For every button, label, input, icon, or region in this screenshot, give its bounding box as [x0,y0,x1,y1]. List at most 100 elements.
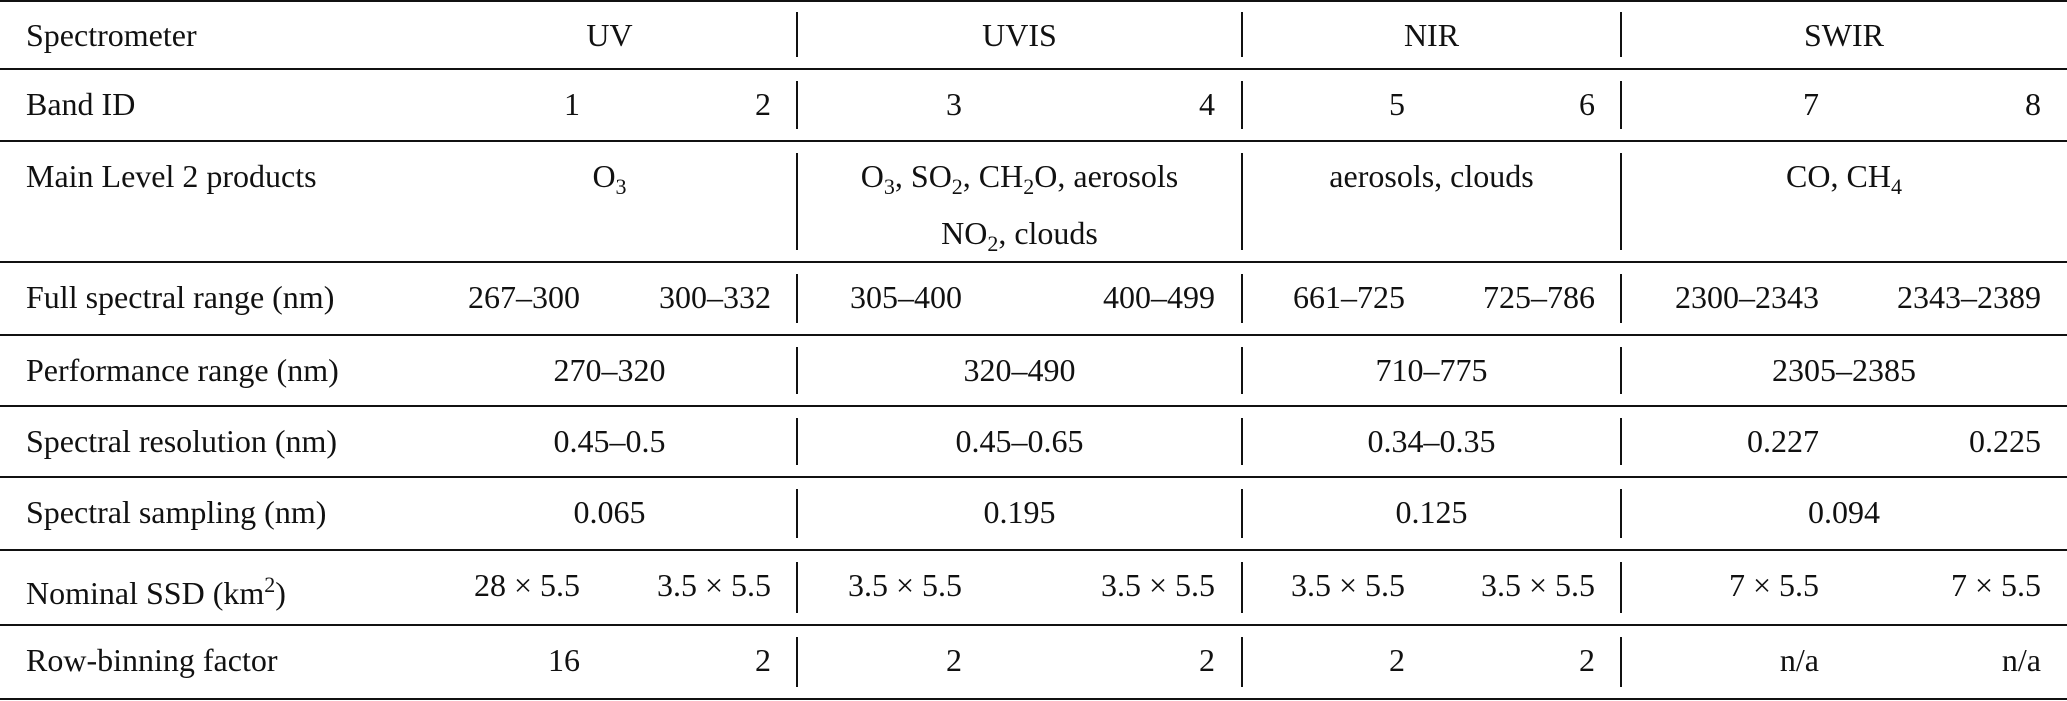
separator [796,562,798,613]
subscript: 2 [987,231,999,256]
separator [1620,347,1622,394]
cell-line: UV [422,12,797,58]
rule [0,549,2067,551]
cell-line: 305–400 [797,274,962,320]
cell-line: 2300–2343 [1621,274,1819,320]
text: ) [275,575,286,611]
text: 1 [564,86,580,122]
cell-value: 3.5 × 5.5 [1405,562,1595,608]
cell-value: 2 [580,81,771,127]
text: 4 [1199,86,1215,122]
cell-line: 4 [962,81,1215,127]
text: O, aerosols [1034,158,1179,194]
cell-line: 5 [1242,81,1405,127]
cell-value: 8 [1819,81,2041,127]
cell-line: 0.45–0.65 [797,418,1242,464]
cell-value: 270–320 [422,347,797,393]
separator [1620,81,1622,129]
text: CO, CH [1786,158,1891,194]
row-label: Spectral resolution (nm) [26,418,337,464]
cell-value: 2 [580,637,771,683]
separator [1241,274,1243,323]
row-label: Row-binning factor [26,637,278,683]
text: 5 [1389,86,1405,122]
cell-line: UVIS [797,12,1242,58]
separator [1620,274,1622,323]
text: 0.45–0.5 [553,423,666,459]
cell-line: 710–775 [1242,347,1621,393]
text: 0.45–0.65 [955,423,1084,459]
text: 2305–2385 [1772,352,1916,388]
text: 2300–2343 [1675,279,1819,315]
text: n/a [2001,642,2041,678]
subscript: 2 [1023,174,1035,199]
separator [796,12,798,57]
text: 3.5 × 5.5 [1480,567,1595,603]
rule [0,698,2067,700]
text: Main Level 2 products [26,158,317,194]
text: UV [586,17,633,53]
cell-line: 16 [422,637,580,683]
cell-line: CO, CH4 [1621,153,2067,210]
cell-line: 0.225 [1819,418,2041,464]
text: 661–725 [1293,279,1405,315]
cell-value: 2 [1242,637,1405,683]
row-label: Main Level 2 products [26,153,317,199]
rule [0,624,2067,626]
cell-value: 7 × 5.5 [1819,562,2041,608]
cell-line: 2 [962,637,1215,683]
cell-value: 400–499 [962,274,1215,320]
cell-value: O3, SO2, CH2O, aerosols NO2, clouds [797,153,1242,267]
text: 2343–2389 [1897,279,2041,315]
text: , CH [962,158,1024,194]
text: 710–775 [1375,352,1488,388]
text: 7 × 5.5 [1728,567,1819,603]
cell-line: Spectral sampling (nm) [26,489,326,535]
cell-line: 2 [580,637,771,683]
text: 3 [946,86,962,122]
cell-value: 16 [422,637,580,683]
text: Full spectral range (nm) [26,279,335,315]
cell-line: 725–786 [1405,274,1595,320]
cell-line: 1 [422,81,580,127]
separator [1241,418,1243,465]
cell-line: 320–490 [797,347,1242,393]
rule [0,334,2067,336]
cell-line: 3 [797,81,962,127]
cell-value: 2 [797,637,962,683]
cell-value: 305–400 [797,274,962,320]
cell-line: NIR [1242,12,1621,58]
separator [1241,562,1243,613]
subscript: 3 [615,174,627,199]
cell-value: 3 [797,81,962,127]
cell-line: 7 × 5.5 [1621,562,1819,608]
cell-value: 300–332 [580,274,771,320]
cell-line: 2 [580,81,771,127]
text: 7 [1803,86,1819,122]
row-label: Spectral sampling (nm) [26,489,326,535]
cell-value: 0.065 [422,489,797,535]
text: 725–786 [1483,279,1595,315]
cell-line: 3.5 × 5.5 [1242,562,1405,608]
row-label: Spectrometer [26,12,197,58]
superscript: 2 [264,572,276,597]
text: 0.065 [573,494,646,530]
text: 267–300 [468,279,580,315]
separator [1620,418,1622,465]
cell-value: 7 [1621,81,1819,127]
cell-value: 0.227 [1621,418,1819,464]
cell-value: 710–775 [1242,347,1621,393]
cell-value: 2300–2343 [1621,274,1819,320]
cell-value: 2305–2385 [1621,347,2067,393]
cell-line: 28 × 5.5 [422,562,580,608]
cell-value: 1 [422,81,580,127]
cell-line: 8 [1819,81,2041,127]
cell-value: 661–725 [1242,274,1405,320]
cell-value: 0.45–0.65 [797,418,1242,464]
separator [796,347,798,394]
cell-value: SWIR [1621,12,2067,58]
cell-line: 0.125 [1242,489,1621,535]
text: SWIR [1804,17,1884,53]
text: O [860,158,884,194]
